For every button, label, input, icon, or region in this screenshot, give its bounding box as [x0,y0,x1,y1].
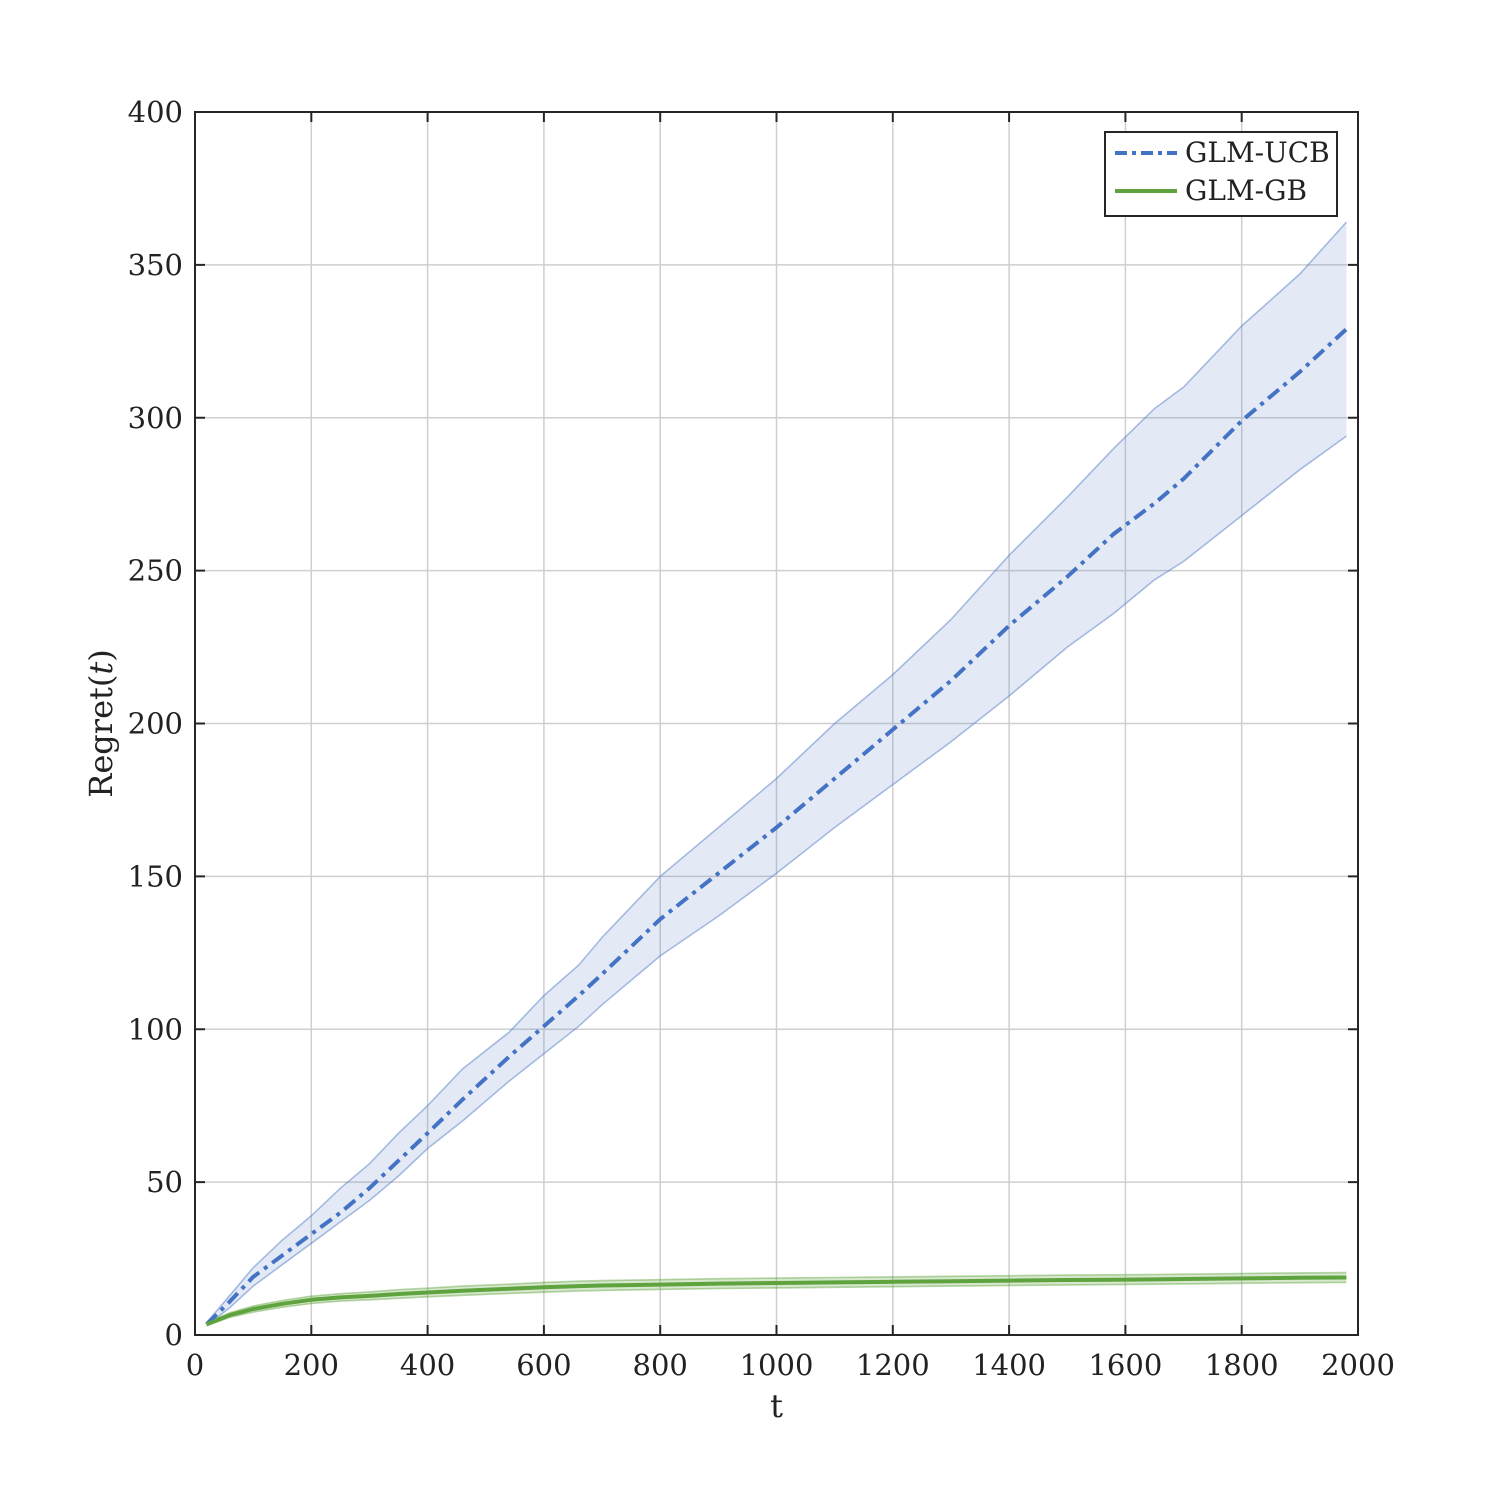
x-tick-label: 400 [400,1348,455,1382]
glm-ucb-confidence-band [206,222,1347,1326]
grid [195,112,1358,1335]
x-tick-label: 1200 [856,1348,930,1382]
x-axis-title: t [770,1387,783,1425]
x-tick-label: 1600 [1088,1348,1162,1382]
x-tick-label: 800 [633,1348,688,1382]
glm-gb-confidence-band [206,1272,1347,1326]
y-tick-label: 100 [128,1012,183,1046]
glm-ucb-mean-line [205,327,1348,1326]
glm-gb-mean-line [205,1275,1347,1327]
legend: GLM-UCB GLM-GB [1104,131,1338,217]
glm-gb-upper-bound [206,1271,1347,1324]
glm-gb-lower-bound [206,1281,1347,1327]
y-tick-label: 0 [165,1318,183,1352]
glm-ucb-lower-bound [206,435,1347,1327]
x-tick-label: 1400 [972,1348,1046,1382]
legend-label-glm-ucb: GLM-UCB [1185,136,1330,169]
y-tick-label: 400 [128,95,183,129]
x-tick-label: 1800 [1205,1348,1279,1382]
confidence-bands [205,221,1347,1327]
y-tick-label: 150 [128,859,183,893]
y-axis-title: Regret(t) [82,649,120,797]
y-tick-label: 350 [128,248,183,282]
x-tick-label: 1000 [740,1348,814,1382]
series-lines [205,327,1348,1327]
y-tick-label: 250 [128,554,183,588]
x-tick-label: 2000 [1321,1348,1395,1382]
x-tick-label: 200 [284,1348,339,1382]
glm-ucb-upper-bound [205,221,1347,1324]
legend-label-glm-gb: GLM-GB [1185,174,1307,207]
y-tick-label: 50 [146,1165,183,1199]
y-tick-label: 300 [128,401,183,435]
legend-box [1104,131,1338,217]
x-tick-label: 0 [186,1348,204,1382]
y-tick-label: 200 [128,707,183,741]
ticks: 0 200 400 600 800 1000 1200 1400 1600 1800 2000 0 50… [128,95,1395,1382]
x-tick-label: 600 [516,1348,571,1382]
